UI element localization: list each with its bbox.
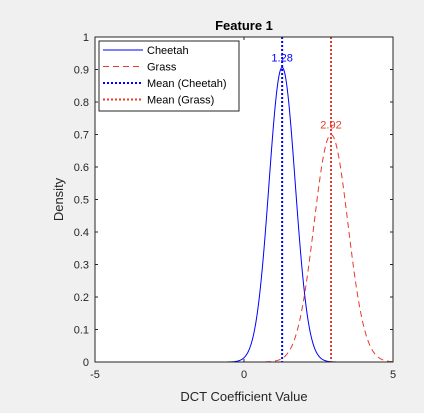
- annotations: 1.28 2.92: [271, 52, 341, 131]
- y-tick-label-7: 0.7: [74, 130, 89, 142]
- y-tick-label-3: 0.3: [74, 260, 89, 272]
- y-tick-label-0: 0: [83, 357, 89, 369]
- legend: Cheetah Grass Mean (Cheetah) Mean (Grass): [98, 40, 240, 112]
- x-tick-label-0: -5: [90, 369, 100, 381]
- y-tick-label-6: 0.6: [74, 162, 89, 174]
- annotation-label-1: 2.92: [320, 120, 341, 132]
- x-tick-label-1: 0: [241, 369, 247, 381]
- y-tick-label-1: 0.1: [74, 325, 89, 337]
- legend-box: [98, 40, 240, 112]
- legend-label-grass: Grass: [147, 62, 177, 74]
- series-grass-curve: [95, 134, 394, 363]
- annotation-label-0: 1.28: [271, 52, 292, 64]
- y-axis-ticks: 0 0.1 0.2 0.3 0.4 0.5 0.6 0.7 0.8 0.9 1: [74, 32, 393, 369]
- y-tick-label-2: 0.2: [74, 292, 89, 304]
- y-tick-label-4: 0.4: [74, 227, 89, 239]
- y-tick-label-10: 1: [83, 32, 89, 44]
- y-tick-label-8: 0.8: [74, 97, 89, 109]
- legend-label-cheetah: Cheetah: [147, 45, 189, 57]
- x-tick-label-2: 5: [390, 369, 396, 381]
- legend-label-mean-grass: Mean (Grass): [147, 95, 214, 107]
- chart-title: Feature 1: [215, 18, 273, 33]
- x-axis-label: DCT Coefficient Value: [180, 389, 307, 404]
- y-tick-label-9: 0.9: [74, 65, 89, 77]
- legend-label-mean-cheetah: Mean (Cheetah): [147, 78, 227, 90]
- y-tick-label-5: 0.5: [74, 195, 89, 207]
- x-axis-ticks: -5 0 5: [90, 37, 396, 381]
- y-axis-label: Density: [51, 177, 66, 221]
